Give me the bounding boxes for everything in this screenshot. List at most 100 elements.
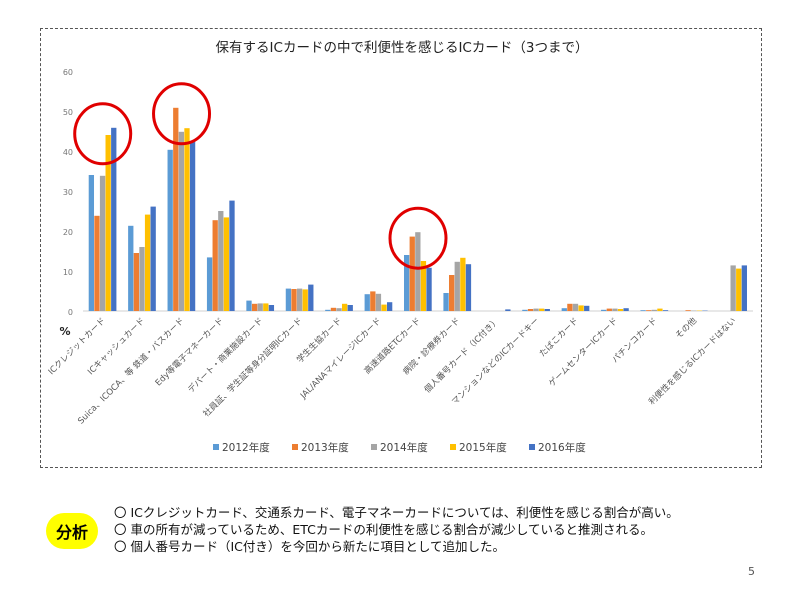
bar xyxy=(308,284,314,311)
bar xyxy=(404,255,410,311)
bar xyxy=(139,247,145,311)
bar xyxy=(257,303,263,311)
analysis-item: 〇 個人番号カード（IC付き）を今回から新たに項目として追加した。 xyxy=(114,538,784,555)
bar xyxy=(454,261,460,311)
bar xyxy=(617,309,624,311)
bar xyxy=(567,303,573,311)
highlight-circle xyxy=(73,102,133,166)
bar xyxy=(584,305,590,311)
bar xyxy=(386,302,393,311)
bar xyxy=(347,305,353,311)
x-tick-label: たばこカード xyxy=(538,316,581,359)
x-tick-label: JAL/ANAマイレージICカード xyxy=(298,316,384,402)
chart-frame: 保有するICカードの中で利便性を感じるICカード（3つまで） 0 10 20 30 40 5… xyxy=(40,28,762,468)
bar xyxy=(364,294,370,311)
legend-swatch xyxy=(450,444,456,450)
bar xyxy=(325,309,331,311)
bar xyxy=(336,308,342,311)
x-tick-label: Edy等電子マネーカード xyxy=(153,315,226,388)
analysis-list: 〇 ICクレジットカード、交通系カード、電子マネーカードについては、利便性を感じ… xyxy=(114,504,784,555)
bar xyxy=(381,304,387,311)
legend-swatch xyxy=(292,444,298,450)
bar xyxy=(730,265,736,311)
bar xyxy=(189,141,196,311)
x-tick-label: マンションなどのICカードキー xyxy=(450,316,541,407)
bar xyxy=(370,291,376,311)
x-tick-label: その他 xyxy=(673,315,699,341)
bullet-icon: 〇 xyxy=(114,505,127,520)
highlight-circle xyxy=(152,82,212,146)
legend-label: 2013年度 xyxy=(301,441,349,454)
bar xyxy=(291,289,297,311)
bar xyxy=(544,309,550,311)
bar xyxy=(99,175,106,311)
bar xyxy=(223,217,230,311)
bar xyxy=(263,303,269,311)
analysis-text: 個人番号カード（IC付き）を今回から新たに項目として追加した。 xyxy=(130,539,506,554)
y-tick-label: 60 xyxy=(63,68,73,77)
bar xyxy=(623,308,629,311)
bar xyxy=(206,257,213,311)
y-axis-label: % xyxy=(59,325,70,338)
bar xyxy=(527,309,534,311)
bar xyxy=(268,305,275,311)
bullet-icon: 〇 xyxy=(114,522,127,537)
legend-swatch xyxy=(371,444,377,450)
bar xyxy=(144,214,151,311)
analysis-text: 車の所有が減っているため、ETCカードの利便性を感じる割合が減少していると推測さ… xyxy=(130,522,654,537)
bar xyxy=(285,288,292,311)
bar xyxy=(167,149,173,311)
bar xyxy=(572,303,579,311)
bar xyxy=(133,253,140,311)
y-tick-label: 10 xyxy=(63,268,73,277)
y-tick-label: 20 xyxy=(63,228,73,237)
legend-label: 2014年度 xyxy=(380,441,428,454)
legend-label: 2016年度 xyxy=(538,441,586,454)
analysis-item: 〇 ICクレジットカード、交通系カード、電子マネーカードについては、利便性を感じ… xyxy=(114,504,784,521)
x-tick-label: デパート・商業施設カード xyxy=(186,315,266,395)
analysis-text: ICクレジットカード、交通系カード、電子マネーカードについては、利便性を感じる割… xyxy=(130,505,679,520)
legend-swatch xyxy=(529,444,535,450)
bar xyxy=(449,275,455,311)
bar xyxy=(443,293,449,311)
bar xyxy=(94,215,100,311)
bullet-icon: 〇 xyxy=(114,539,127,554)
bar xyxy=(651,309,657,311)
bar xyxy=(218,211,224,311)
analysis-item: 〇 車の所有が減っているため、ETCカードの利便性を感じる割合が減少していると推… xyxy=(114,521,784,538)
bar xyxy=(736,268,742,311)
bar xyxy=(657,308,663,311)
legend-swatch xyxy=(213,444,219,450)
bar xyxy=(685,310,691,311)
bar xyxy=(640,310,646,311)
page-number: 5 xyxy=(748,565,755,578)
legend-label: 2012年度 xyxy=(222,441,270,454)
bar xyxy=(302,289,308,311)
bar xyxy=(606,308,612,311)
bar xyxy=(426,267,432,311)
bar xyxy=(409,236,415,311)
bar-chart: 保有するICカードの中で利便性を感じるICカード（3つまで） 0 10 20 30 40 5… xyxy=(47,39,753,454)
bar xyxy=(330,307,337,311)
bar xyxy=(251,303,258,311)
bar xyxy=(375,293,382,311)
bar xyxy=(246,300,252,311)
y-tick-label: 0 xyxy=(68,308,73,317)
bar xyxy=(578,305,584,311)
highlight-circle xyxy=(388,206,448,270)
bar xyxy=(341,303,348,311)
bar xyxy=(601,309,607,311)
y-tick-label: 30 xyxy=(63,188,73,197)
bar xyxy=(415,232,421,311)
bar xyxy=(173,107,179,311)
bar xyxy=(212,220,218,311)
bar xyxy=(533,308,539,311)
bar xyxy=(460,257,466,311)
bar xyxy=(184,128,190,311)
analysis-badge: 分析 xyxy=(46,513,98,549)
x-tick-label: 個人番号カード（IC付き） xyxy=(422,315,502,395)
legend-label: 2015年度 xyxy=(459,441,507,454)
bar xyxy=(561,308,567,311)
bar xyxy=(128,225,134,311)
bar xyxy=(111,127,117,311)
